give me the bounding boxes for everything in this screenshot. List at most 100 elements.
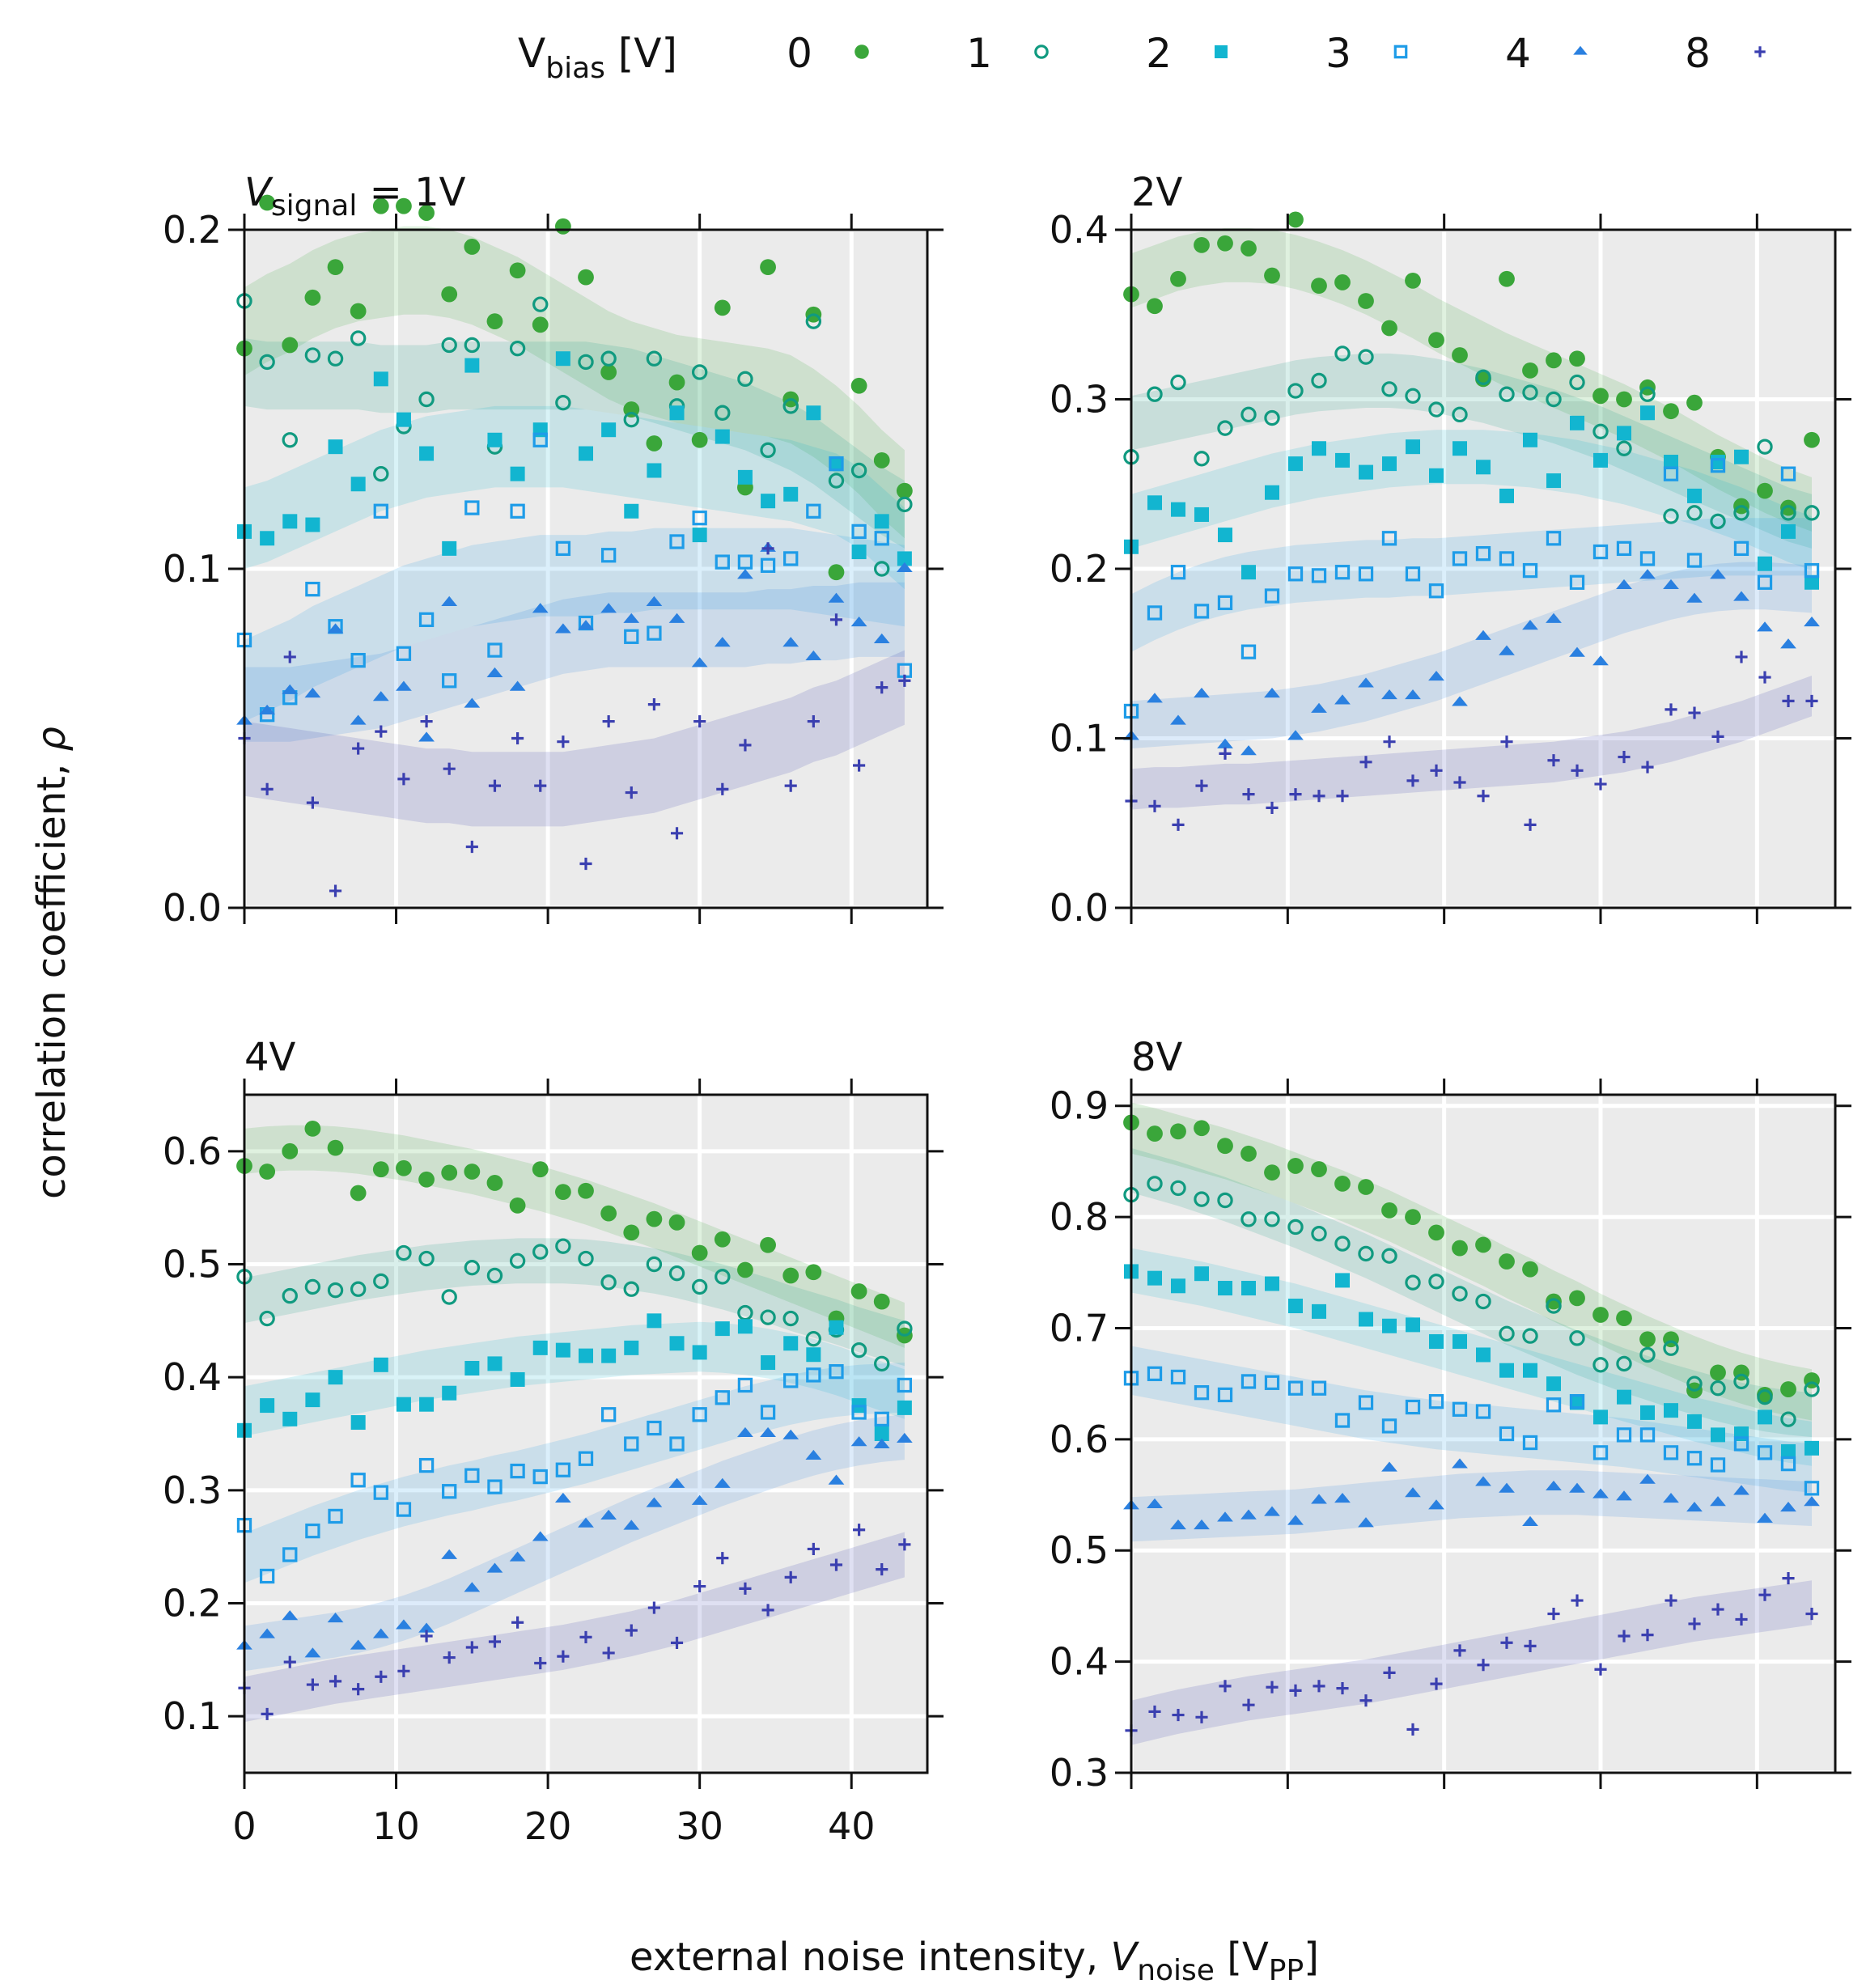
point-vbias-4 bbox=[1663, 579, 1679, 589]
point-vbias-3 bbox=[1334, 1413, 1351, 1428]
point-vbias-4 bbox=[600, 1509, 617, 1520]
x-tick-label: 0 bbox=[232, 1804, 256, 1848]
point-vbias-4 bbox=[418, 1622, 435, 1633]
point-vbias-0 bbox=[1522, 362, 1538, 379]
point-vbias-2 bbox=[260, 1398, 275, 1414]
point-vbias-2 bbox=[874, 1426, 889, 1441]
point-vbias-4 bbox=[532, 603, 549, 613]
point-vbias-8 bbox=[1758, 671, 1771, 684]
point-vbias-8 bbox=[1571, 764, 1584, 777]
y-tick-label: 0.3 bbox=[1050, 1751, 1109, 1795]
y-tick-label: 0.4 bbox=[163, 1355, 222, 1399]
point-vbias-0 bbox=[1147, 298, 1163, 315]
series-vbias-4 bbox=[236, 1426, 913, 1658]
point-vbias-2 bbox=[692, 528, 707, 543]
point-vbias-1 bbox=[623, 1281, 639, 1297]
point-vbias-4 bbox=[1616, 579, 1632, 589]
series-vbias-3 bbox=[1123, 458, 1820, 719]
point-vbias-4 bbox=[1686, 592, 1703, 603]
point-vbias-2 bbox=[1640, 405, 1655, 421]
point-vbias-4 bbox=[441, 596, 458, 606]
point-vbias-8 bbox=[1313, 1680, 1325, 1693]
point-vbias-2 bbox=[897, 551, 912, 566]
point-vbias-0 bbox=[1804, 431, 1820, 448]
point-vbias-8 bbox=[1289, 1684, 1302, 1697]
point-vbias-4 bbox=[1780, 1501, 1796, 1512]
point-vbias-2 bbox=[1453, 1333, 1467, 1349]
point-vbias-2 bbox=[1570, 1395, 1584, 1410]
band-vbias-2 bbox=[244, 1321, 905, 1436]
point-vbias-0 bbox=[714, 1231, 731, 1248]
point-vbias-8 bbox=[761, 1604, 774, 1617]
point-vbias-1 bbox=[1428, 401, 1444, 418]
point-vbias-3 bbox=[1710, 1457, 1726, 1473]
point-vbias-3 bbox=[1217, 1387, 1233, 1403]
panel-title-rest: 2V bbox=[1131, 170, 1183, 215]
point-vbias-0 bbox=[1334, 1176, 1351, 1192]
point-vbias-4 bbox=[782, 637, 799, 647]
point-vbias-2 bbox=[1406, 439, 1420, 455]
point-vbias-4 bbox=[1499, 1482, 1515, 1493]
point-vbias-2 bbox=[464, 1360, 480, 1375]
point-vbias-1 bbox=[1194, 1191, 1210, 1207]
point-vbias-2 bbox=[396, 412, 411, 427]
point-vbias-0 bbox=[554, 1184, 571, 1201]
point-vbias-3 bbox=[282, 1547, 298, 1562]
point-vbias-1 bbox=[1240, 406, 1257, 423]
legend-marker-filled-circle bbox=[855, 45, 869, 59]
point-vbias-8 bbox=[853, 759, 866, 772]
point-vbias-3 bbox=[1639, 1427, 1656, 1443]
point-vbias-3 bbox=[510, 503, 525, 519]
band-vbias-0 bbox=[244, 1125, 905, 1348]
point-vbias-3 bbox=[1733, 540, 1749, 557]
point-vbias-4 bbox=[1217, 738, 1233, 748]
point-vbias-0 bbox=[1780, 1381, 1796, 1397]
point-vbias-1 bbox=[1780, 505, 1796, 521]
point-vbias-1 bbox=[259, 354, 275, 371]
band-vbias-1 bbox=[1131, 1147, 1812, 1438]
point-vbias-0 bbox=[623, 1224, 640, 1241]
point-vbias-3 bbox=[1663, 466, 1679, 481]
point-vbias-1 bbox=[1358, 349, 1374, 365]
point-vbias-0 bbox=[668, 374, 685, 391]
point-vbias-1 bbox=[1405, 1274, 1421, 1291]
point-vbias-3 bbox=[1569, 574, 1585, 590]
point-vbias-1 bbox=[1710, 513, 1726, 530]
point-vbias-4 bbox=[805, 650, 822, 660]
x-tick-label: 20 bbox=[524, 1804, 572, 1848]
legend-label: 2 bbox=[1146, 30, 1172, 77]
point-vbias-3 bbox=[1592, 544, 1609, 560]
point-vbias-3 bbox=[1170, 565, 1186, 580]
panel-2v: 0.0 0.1 0.2 0.3 0.4 2V bbox=[1050, 170, 1851, 930]
point-vbias-3 bbox=[1592, 1445, 1609, 1460]
point-vbias-4 bbox=[828, 592, 845, 603]
point-vbias-8 bbox=[1524, 1639, 1537, 1652]
point-vbias-8 bbox=[1641, 1629, 1654, 1642]
point-vbias-3 bbox=[1358, 1395, 1374, 1410]
point-vbias-3 bbox=[829, 1364, 844, 1380]
point-vbias-2 bbox=[624, 503, 639, 519]
point-vbias-1 bbox=[509, 1253, 526, 1270]
point-vbias-4 bbox=[1639, 569, 1656, 579]
x-axis-label-text: external noise intensity, bbox=[630, 1935, 1110, 1980]
legend-entry-2: 2 bbox=[1146, 30, 1228, 77]
panel-title: 8V bbox=[1131, 1035, 1183, 1080]
point-vbias-3 bbox=[1194, 1385, 1210, 1401]
point-vbias-1 bbox=[874, 561, 890, 577]
point-vbias-8 bbox=[898, 1538, 911, 1551]
point-vbias-1 bbox=[1663, 1340, 1679, 1356]
point-vbias-4 bbox=[1616, 1490, 1632, 1501]
point-vbias-3 bbox=[1311, 568, 1327, 583]
point-vbias-8 bbox=[329, 1675, 342, 1688]
point-vbias-1 bbox=[1499, 1325, 1515, 1342]
point-vbias-4 bbox=[714, 637, 731, 647]
point-vbias-2 bbox=[555, 1342, 570, 1358]
point-vbias-1 bbox=[1733, 1373, 1749, 1390]
point-vbias-8 bbox=[1219, 747, 1232, 760]
point-vbias-4 bbox=[372, 1628, 389, 1638]
point-vbias-1 bbox=[1170, 374, 1186, 391]
point-vbias-2 bbox=[328, 439, 343, 455]
point-vbias-4 bbox=[486, 1562, 503, 1573]
y-tick-label: 0.6 bbox=[1050, 1418, 1109, 1461]
